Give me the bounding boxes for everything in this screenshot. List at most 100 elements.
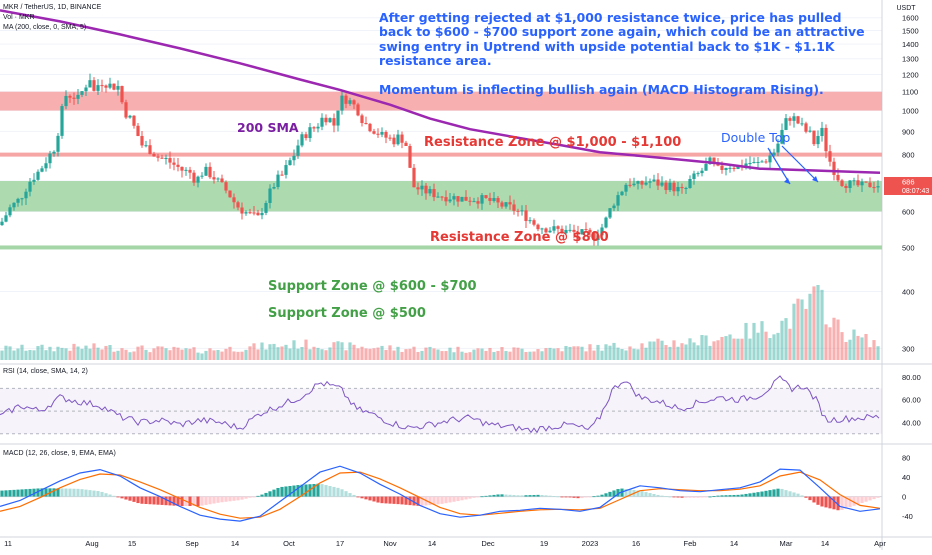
macd-histogram-bar <box>456 496 460 502</box>
macd-histogram-bar <box>284 486 288 497</box>
bull-candle <box>492 198 496 201</box>
bull-candle <box>320 117 324 127</box>
bear-candle <box>468 200 472 202</box>
volume-bar <box>420 350 424 360</box>
bear-candle <box>656 179 660 186</box>
macd-histogram-bar <box>688 496 692 498</box>
commentary-line: swing entry in Uptrend with upside poten… <box>379 38 835 54</box>
macd-histogram-bar <box>612 490 616 497</box>
volume-bar <box>520 348 524 360</box>
resistance-800-label: Resistance Zone @ $800 <box>430 230 609 245</box>
volume-bar <box>28 349 32 360</box>
bear-candle <box>672 182 676 192</box>
macd-histogram-bar <box>288 485 292 497</box>
bull-candle <box>48 153 52 164</box>
macd-histogram-bar <box>392 496 396 504</box>
bear-candle <box>856 180 860 186</box>
macd-histogram-bar <box>788 491 792 497</box>
bear-candle <box>392 137 396 145</box>
volume-bar <box>856 335 860 360</box>
bear-candle <box>836 174 840 181</box>
macd-histogram-bar <box>20 489 24 497</box>
bear-candle <box>812 130 816 145</box>
bear-candle <box>712 157 716 164</box>
bull-candle <box>272 187 276 189</box>
volume-bar <box>652 341 656 360</box>
volume-bar <box>104 345 108 360</box>
bear-candle <box>732 167 736 169</box>
commentary-line: After getting rejected at $1,000 resista… <box>379 10 842 25</box>
volume-bar <box>488 347 492 360</box>
bull-candle <box>580 229 584 235</box>
bull-candle <box>728 167 732 169</box>
volume-bar <box>596 344 600 360</box>
volume-bar <box>612 342 616 360</box>
double-top-arrows <box>767 145 819 185</box>
volume-bar <box>384 349 388 360</box>
macd-histogram-bar <box>324 485 328 497</box>
countdown-value: 08:07:43 <box>902 188 929 195</box>
volume-bar <box>276 347 280 360</box>
bull-candle <box>652 179 656 182</box>
bull-candle <box>348 100 352 104</box>
macd-histogram-bar <box>4 490 8 497</box>
volume-bar <box>232 351 236 360</box>
volume-bar <box>428 346 432 360</box>
bull-candle <box>448 199 452 202</box>
volume-bar <box>44 350 48 360</box>
macd-histogram-bar <box>832 496 836 510</box>
volume-bar <box>320 349 324 360</box>
support-zone-line <box>0 245 882 250</box>
macd-histogram-bar <box>740 494 744 497</box>
volume-bar <box>252 343 256 360</box>
macd-histogram-bar <box>572 496 576 498</box>
symbol-label: MKR / TetherUS, 1D, BINANCE <box>3 4 102 11</box>
volume-bar <box>760 321 764 360</box>
bear-candle <box>344 95 348 104</box>
bull-candle <box>744 163 748 168</box>
bear-candle <box>360 115 364 124</box>
volume-bar <box>444 351 448 360</box>
bull-candle <box>564 230 568 234</box>
macd-histogram-bar <box>644 492 648 497</box>
volume-bar <box>60 347 64 360</box>
volume-bar <box>132 351 136 360</box>
volume-bar <box>744 322 748 360</box>
bear-candle <box>376 133 380 135</box>
macd-histogram-bar <box>40 488 44 497</box>
zones <box>0 91 882 250</box>
volume-bar <box>0 350 4 360</box>
arrow-head <box>784 178 790 184</box>
bear-candle <box>488 197 492 201</box>
macd-histogram-bar <box>868 496 872 501</box>
volume-bar <box>524 352 528 360</box>
bear-candle <box>440 196 444 198</box>
bull-candle <box>452 196 456 200</box>
macd-histogram-bar <box>472 496 476 498</box>
volume-bar <box>668 346 672 360</box>
volume-bar <box>340 342 344 360</box>
macd-histogram-bar <box>160 496 164 505</box>
bear-candle <box>864 181 868 183</box>
bear-candle <box>484 195 488 198</box>
volume-bar <box>540 351 544 360</box>
support-600-label: Support Zone @ $600 - $700 <box>268 279 477 294</box>
macd-histogram-bar <box>24 489 28 497</box>
volume-bar <box>564 345 568 360</box>
price-tick-label: 1000 <box>902 107 919 116</box>
volume-bar <box>876 346 880 360</box>
volume-bar <box>508 351 512 360</box>
bear-candle <box>424 185 428 194</box>
volume-bar <box>140 345 144 360</box>
macd-histogram-bar <box>660 495 664 497</box>
macd-histogram-bar <box>636 490 640 497</box>
bear-candle <box>764 161 768 163</box>
volume-bar <box>784 318 788 360</box>
bear-candle <box>384 131 388 138</box>
bull-candle <box>708 157 712 165</box>
volume-bar <box>620 349 624 360</box>
commentary-line <box>379 69 809 83</box>
macd-histogram-bar <box>408 496 412 506</box>
